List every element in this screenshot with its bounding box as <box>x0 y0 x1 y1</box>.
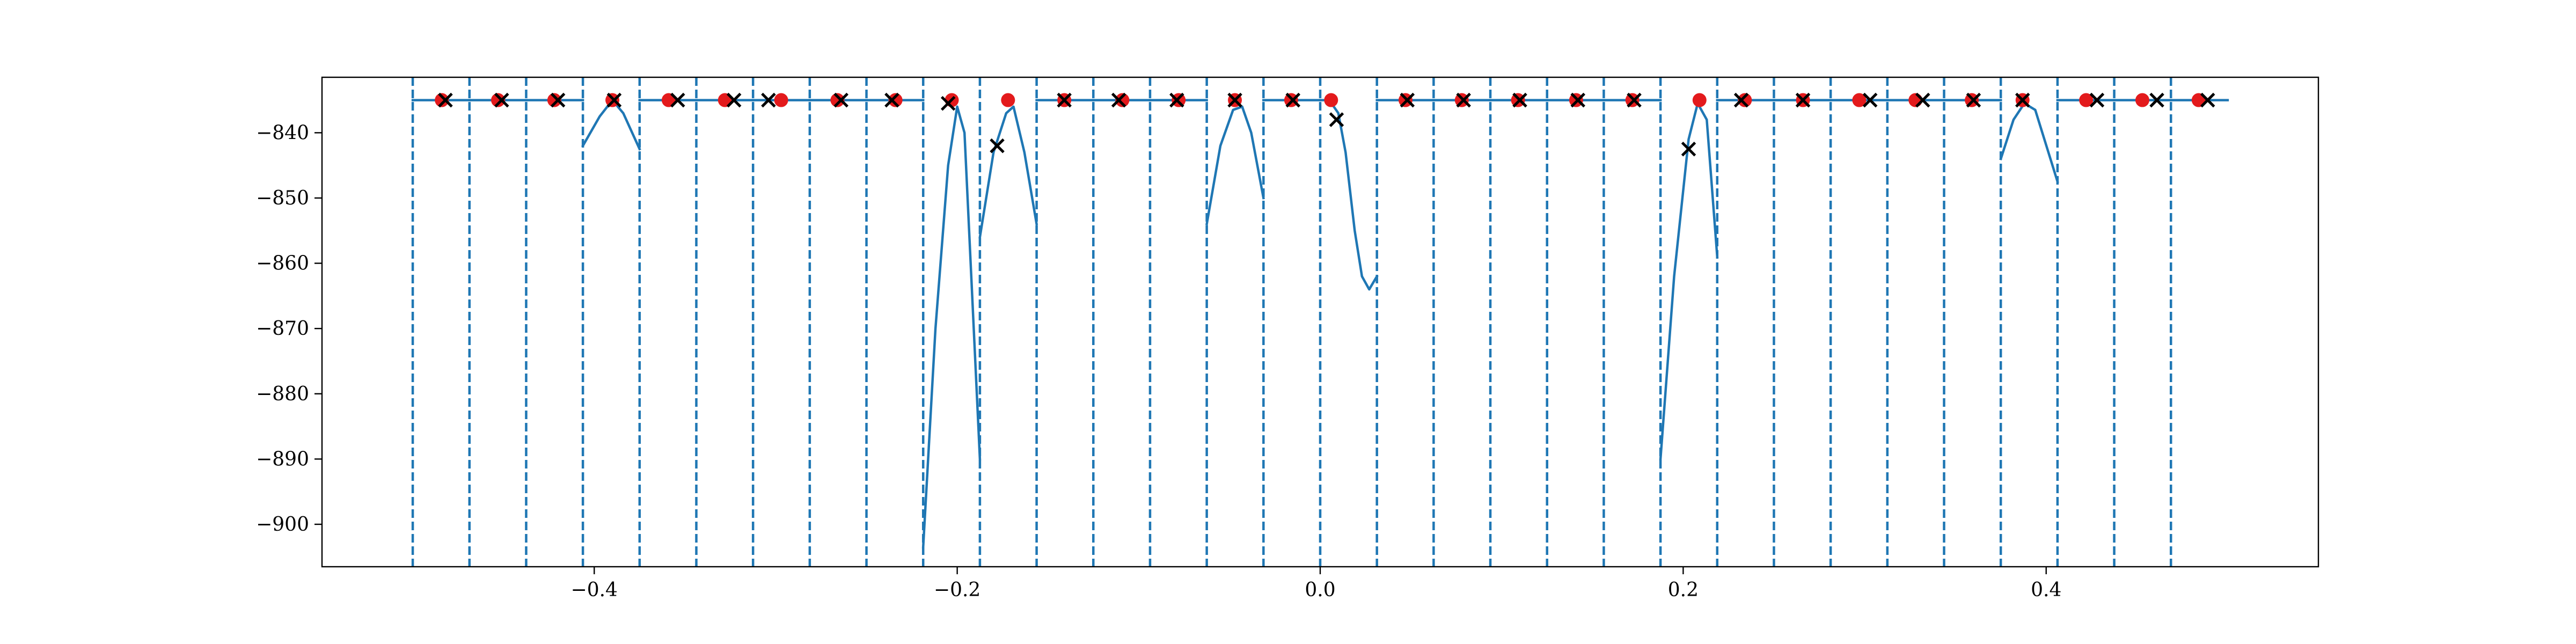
x-marker <box>1862 92 1878 108</box>
x-marker <box>990 138 1005 153</box>
red-point <box>1738 93 1752 107</box>
red-point <box>1908 93 1923 107</box>
x-tick-label: −0.4 <box>571 579 618 601</box>
x-marker <box>884 92 899 108</box>
x-marker <box>2200 92 2215 108</box>
x-marker <box>1795 92 1811 108</box>
x-marker <box>550 92 566 108</box>
x-markers-layer <box>438 92 2215 157</box>
red-point <box>491 93 506 107</box>
x-marker <box>1111 92 1126 108</box>
red-point <box>2191 93 2206 107</box>
x-marker <box>1329 112 1344 127</box>
y-tick-label: −880 <box>256 383 309 405</box>
x-marker <box>1966 92 1981 108</box>
red-point <box>1001 93 1015 107</box>
series-segment <box>1205 105 1265 226</box>
x-marker <box>1169 92 1184 108</box>
red-point <box>1115 93 1130 107</box>
y-tick-label: −850 <box>256 187 309 209</box>
x-tick-label: 0.2 <box>1668 579 1699 601</box>
x-marker <box>2149 92 2164 108</box>
x-marker <box>833 92 848 108</box>
x-tick-label: −0.2 <box>934 579 980 601</box>
x-marker <box>761 92 776 108</box>
x-marker <box>1057 92 1072 108</box>
x-marker <box>2089 92 2105 108</box>
red-point <box>547 93 561 107</box>
x-marker <box>2015 92 2030 108</box>
red-point <box>2135 93 2149 107</box>
x-tick-label: 0.0 <box>1305 579 1335 601</box>
series-segment <box>921 105 982 548</box>
x-marker <box>438 92 453 108</box>
x-marker <box>1570 92 1585 108</box>
y-tick-label: −900 <box>256 514 309 536</box>
x-marker <box>1400 92 1415 108</box>
x-marker <box>726 92 742 108</box>
x-marker <box>670 92 685 108</box>
red-point <box>435 93 449 107</box>
x-marker <box>494 92 509 108</box>
red-point <box>888 93 903 107</box>
red-point <box>718 93 732 107</box>
axes-layer: −0.4 −0.2 0.0 0.2 0.4 −900 −890 −880 −870 −860 −85… <box>256 122 2061 601</box>
x-tick-label: 0.4 <box>2031 579 2061 601</box>
red-point <box>830 93 845 107</box>
x-marker <box>1733 92 1749 108</box>
x-marker <box>1512 92 1527 108</box>
y-tick-label: −870 <box>256 318 309 340</box>
x-marker <box>606 92 622 108</box>
series-segment <box>1659 102 1719 460</box>
x-marker <box>1285 92 1301 108</box>
x-marker <box>1227 92 1242 108</box>
red-point <box>774 93 788 107</box>
red-point <box>2079 93 2094 107</box>
y-tick-label: −890 <box>256 448 309 470</box>
x-marker <box>1681 141 1696 157</box>
y-tick-label: −860 <box>256 253 309 275</box>
y-tick-label: −840 <box>256 122 309 144</box>
red-point <box>1692 93 1707 107</box>
red-point <box>661 93 676 107</box>
x-marker <box>940 96 956 111</box>
red-point <box>1852 93 1867 107</box>
x-marker <box>1456 92 1471 108</box>
series-segment <box>978 105 1038 239</box>
red-point <box>1324 93 1338 107</box>
x-marker <box>1627 92 1642 108</box>
x-marker <box>1915 92 1930 108</box>
